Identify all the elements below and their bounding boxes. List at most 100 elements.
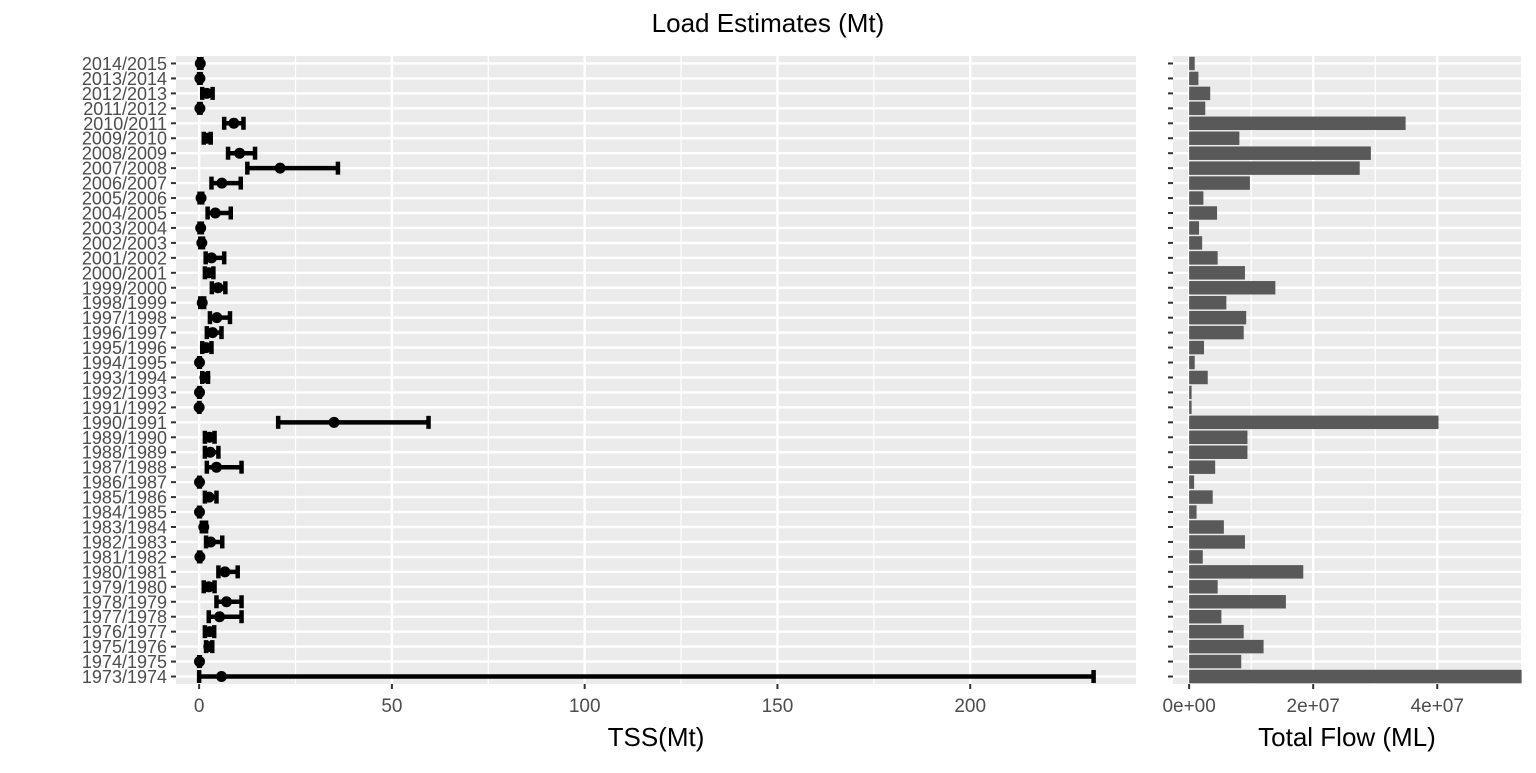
tss-point bbox=[194, 57, 206, 69]
tss-point bbox=[194, 72, 206, 84]
tss-point bbox=[194, 102, 206, 114]
tss-point bbox=[215, 671, 227, 683]
year-label: 1978/1979 bbox=[82, 592, 167, 612]
flow-bar bbox=[1189, 445, 1248, 459]
year-label: 2005/2006 bbox=[82, 189, 167, 209]
tss-point bbox=[194, 656, 206, 668]
flow-bar bbox=[1189, 355, 1195, 370]
flow-bar bbox=[1189, 116, 1406, 131]
tss-point bbox=[198, 521, 210, 533]
tss-point bbox=[204, 626, 216, 638]
flow-bar bbox=[1189, 460, 1216, 474]
tss-point bbox=[204, 431, 216, 443]
flow-x-axis: 0e+00 2e+07 4e+07 bbox=[1162, 684, 1464, 717]
tss-point bbox=[209, 207, 221, 219]
tss-point bbox=[234, 147, 246, 159]
flow-bar bbox=[1189, 281, 1276, 295]
tss-point bbox=[203, 491, 215, 503]
flow-bar bbox=[1189, 385, 1192, 400]
tss-x-tick-label: 200 bbox=[954, 696, 986, 717]
year-label: 1979/1980 bbox=[82, 577, 167, 597]
flow-bar bbox=[1189, 86, 1211, 101]
flow-bar bbox=[1189, 520, 1224, 534]
year-axis: 1973/19741974/19751975/19761976/19771977… bbox=[82, 54, 176, 687]
tss-point bbox=[199, 371, 211, 383]
year-label: 1988/1989 bbox=[82, 443, 167, 463]
flow-bar bbox=[1189, 624, 1244, 639]
flow-bar bbox=[1189, 266, 1245, 280]
flow-bar bbox=[1189, 251, 1218, 265]
chart-title: Load Estimates (Mt) bbox=[652, 8, 885, 38]
tss-point bbox=[200, 342, 212, 354]
year-label: 2012/2013 bbox=[82, 84, 167, 104]
year-label: 2009/2010 bbox=[82, 129, 167, 149]
year-label: 1987/1988 bbox=[82, 458, 167, 478]
year-label: 2014/2015 bbox=[82, 54, 167, 74]
flow-x-tick-label: 2e+07 bbox=[1287, 696, 1340, 717]
tss-point bbox=[219, 566, 231, 578]
tss-point bbox=[274, 162, 286, 174]
flow-bar bbox=[1189, 490, 1213, 504]
year-label: 1996/1997 bbox=[82, 323, 167, 343]
year-label: 1989/1990 bbox=[82, 428, 167, 448]
tss-point bbox=[328, 416, 340, 428]
flow-bar bbox=[1189, 161, 1360, 175]
year-label: 2008/2009 bbox=[82, 144, 167, 164]
year-label: 2013/2014 bbox=[82, 69, 167, 89]
flow-bar bbox=[1189, 176, 1250, 190]
tss-gridlines bbox=[176, 56, 1136, 684]
tss-point bbox=[203, 581, 215, 593]
tss-point bbox=[195, 222, 207, 234]
tss-point bbox=[203, 267, 215, 279]
flow-bar bbox=[1189, 430, 1248, 445]
year-label: 1995/1996 bbox=[82, 338, 167, 358]
flow-bar bbox=[1189, 325, 1244, 340]
flow-bar bbox=[1189, 475, 1195, 489]
flow-bar bbox=[1189, 639, 1264, 654]
tss-axis-title: TSS(Mt) bbox=[608, 722, 705, 752]
year-label: 1994/1995 bbox=[82, 353, 167, 373]
tss-x-axis: 0 50 100 150 200 bbox=[194, 684, 986, 717]
flow-bar bbox=[1189, 654, 1242, 669]
flow-bar bbox=[1189, 310, 1247, 325]
flow-panel-background bbox=[1173, 56, 1521, 684]
tss-panel: 1973/19741974/19751975/19761976/19771977… bbox=[82, 54, 1136, 752]
year-label: 1976/1977 bbox=[82, 622, 167, 642]
tss-point bbox=[216, 177, 228, 189]
flow-bar bbox=[1189, 56, 1195, 71]
flow-bar bbox=[1189, 669, 1522, 684]
flow-bar bbox=[1189, 595, 1286, 609]
flow-bar bbox=[1189, 535, 1245, 549]
flow-bar bbox=[1189, 146, 1371, 160]
flow-bar bbox=[1189, 550, 1203, 564]
tss-point bbox=[228, 117, 240, 129]
flow-bar bbox=[1189, 191, 1204, 205]
flow-bar bbox=[1189, 295, 1227, 310]
tss-point bbox=[212, 282, 224, 294]
year-label: 1980/1981 bbox=[82, 562, 167, 582]
tss-point bbox=[196, 297, 208, 309]
year-label: 1981/1982 bbox=[82, 547, 167, 567]
flow-bar bbox=[1189, 221, 1200, 235]
tss-point bbox=[203, 641, 215, 653]
tss-point bbox=[211, 312, 223, 324]
year-label: 1982/1983 bbox=[82, 532, 167, 552]
tss-point bbox=[196, 237, 208, 249]
tss-point bbox=[205, 252, 217, 264]
year-label: 1993/1994 bbox=[82, 368, 167, 388]
year-label: 2010/2011 bbox=[83, 114, 167, 134]
year-label: 1999/2000 bbox=[82, 278, 167, 298]
tss-point bbox=[205, 536, 217, 548]
tss-point bbox=[201, 87, 213, 99]
flow-bar bbox=[1189, 101, 1206, 116]
year-label: 1998/1999 bbox=[82, 293, 167, 313]
tss-point bbox=[210, 461, 222, 473]
year-label: 1975/1976 bbox=[82, 637, 167, 657]
tss-point bbox=[193, 401, 205, 413]
flow-x-tick-label: 4e+07 bbox=[1411, 696, 1464, 717]
tss-point bbox=[221, 596, 233, 608]
tss-points bbox=[193, 57, 340, 683]
tss-point bbox=[195, 192, 207, 204]
tss-point bbox=[214, 611, 226, 623]
